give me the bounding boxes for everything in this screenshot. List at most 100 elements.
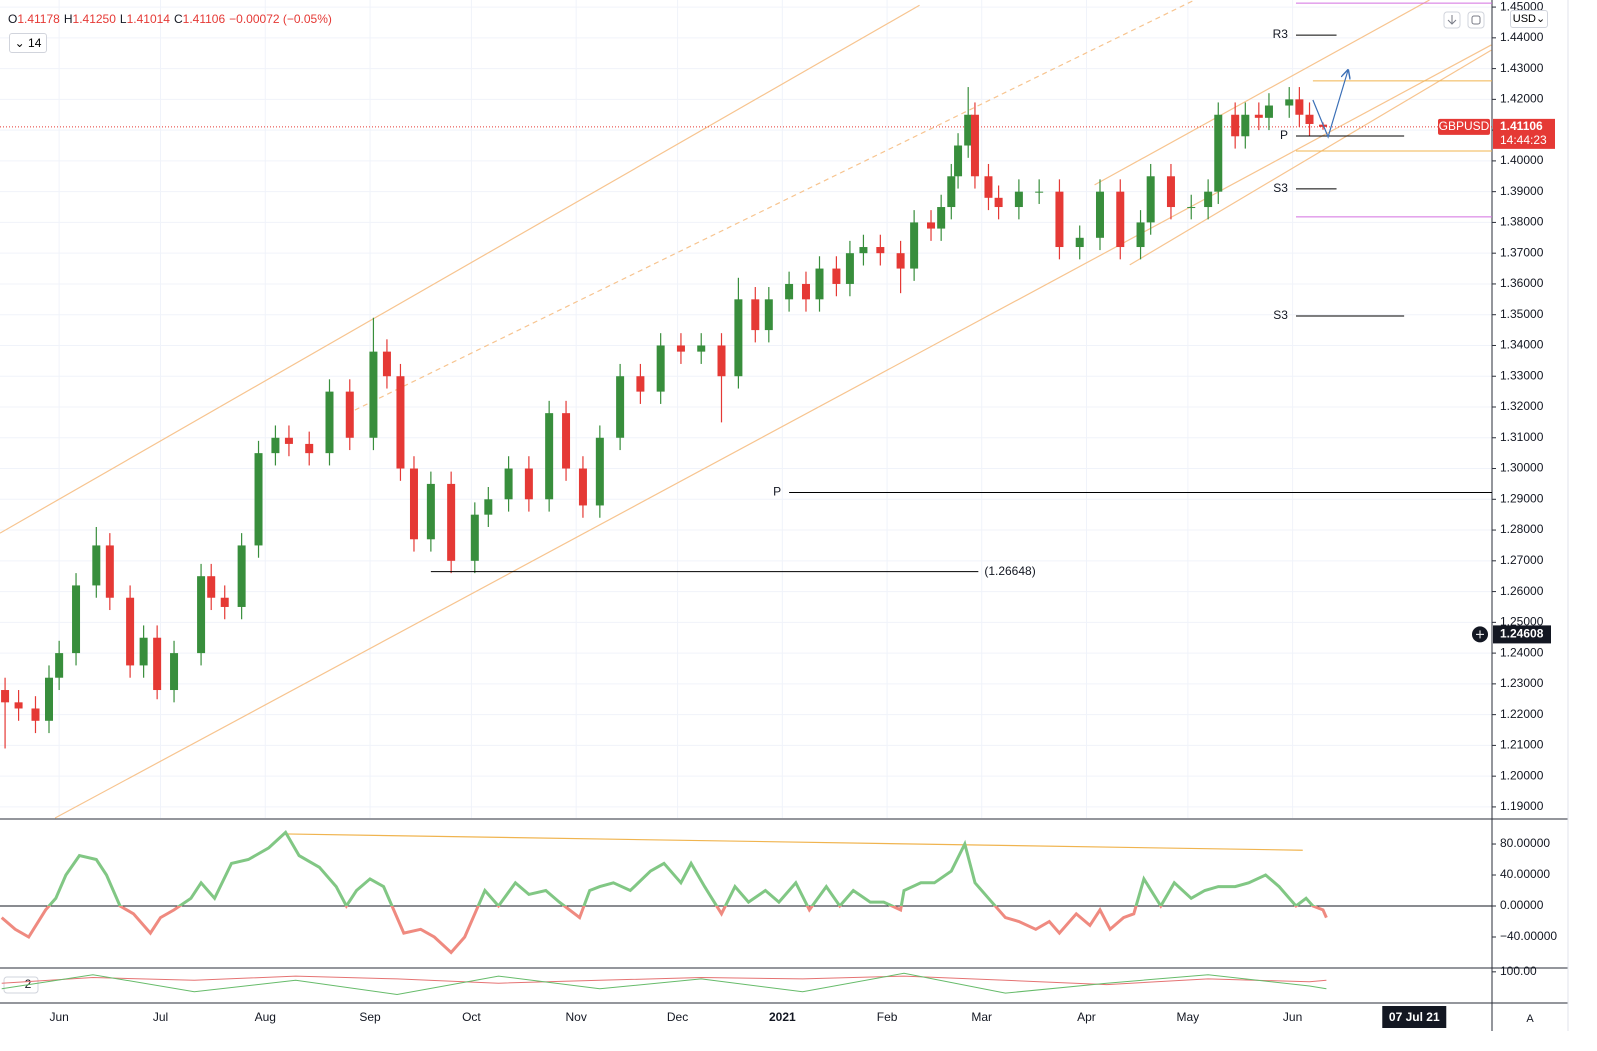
candle-body [1241,114,1250,137]
fullscreen-button[interactable] [1467,11,1485,29]
y-tick-label: 1.32000 [1500,399,1544,413]
x-tick-label: Jun [49,1010,68,1024]
candle-body [1116,191,1125,248]
candle-body [382,351,391,377]
y-tick-label: 100.00 [1500,964,1537,978]
price-tag [1493,118,1555,149]
candle-body [801,283,810,300]
crosshair-label: 1.24608 [1500,627,1544,641]
candle-body [254,453,263,546]
candle-body [616,376,625,438]
candle-body [984,176,993,198]
candle-body [832,268,841,284]
trend-line [54,44,1492,819]
candle-body [937,207,946,229]
ohlc-value: 1.41106 [182,12,226,26]
ohlc-key: L [119,12,127,26]
candle-body [305,443,314,454]
candle-body [859,247,868,254]
y-tick-label: 1.43000 [1500,61,1544,75]
auto-scale: A [1526,1013,1534,1025]
candle-body [126,597,135,666]
candle-body [1305,114,1314,124]
y-tick-label: −40.00000 [1500,929,1557,943]
level-label: S3 [1273,181,1288,195]
y-tick-label: 1.40000 [1500,153,1544,167]
candle-body [1,690,10,703]
y-tick-label: 80.00000 [1500,836,1550,850]
y-tick-label: 0.00000 [1500,898,1544,912]
candle-body [220,597,229,607]
indicator-line [0,830,1328,955]
ohlc-key: C [173,12,183,26]
fullscreen-icon [1471,15,1481,25]
candle-body [197,576,206,654]
candle-body [284,437,293,444]
candle-body [1136,222,1145,248]
candle-body [578,468,587,506]
y-tick-label: 1.45000 [1500,0,1544,13]
candle-body [785,283,794,300]
candle-body [72,585,81,654]
candle-body [14,702,23,709]
ohlc-value: 1.41250 [72,12,116,26]
y-tick-label: 1.36000 [1500,276,1544,290]
candle-body [994,197,1003,208]
y-tick-label: 1.28000 [1500,522,1544,536]
last-price-label: 1.41106 [1500,119,1543,133]
candle-body [676,345,685,352]
level-label: P [1280,128,1288,142]
x-tick-label: Jun [1283,1010,1302,1024]
y-tick-label: 1.29000 [1500,491,1544,505]
y-tick-label: 1.23000 [1500,676,1544,690]
y-tick-label: 1.37000 [1500,245,1544,259]
currency-button[interactable]: USD⌄ [1510,10,1548,28]
y-tick-label: 1.39000 [1500,184,1544,198]
candle-body [504,468,513,500]
y-tick-label: 1.27000 [1500,553,1544,567]
candle-body [1214,114,1223,192]
candle-body [396,376,405,469]
y-tick-label: 1.34000 [1500,338,1544,352]
candle-body [207,576,216,598]
candle-body [545,413,554,500]
candle-body [1204,191,1213,208]
candle-body [524,468,533,500]
ohlc-value: 1.41014 [126,12,170,26]
candle-body [369,351,378,438]
candle-body [45,677,54,721]
indicator-line [1,975,1327,986]
auto-scale-button[interactable]: A [1521,1011,1539,1027]
x-tick-label: Sep [359,1010,381,1024]
x-tick-label: Jul [153,1010,168,1024]
candle-body [1231,114,1240,137]
interval-button[interactable]: ⌄ 14 [9,33,47,53]
candle-body [1166,176,1175,208]
candle-body [734,299,743,377]
indicator-count: 2 [25,977,32,991]
y-tick-label: 1.24000 [1500,645,1544,659]
ohlc-key: H [63,12,73,26]
candle-body [947,176,956,208]
y-tick-label: 1.22000 [1500,707,1544,721]
candle-body [562,413,571,469]
level-label: P [773,485,781,499]
crosshair-tag [1493,625,1551,644]
candle-body [751,299,760,331]
candle-body [927,222,936,229]
x-tick-label: Feb [877,1010,898,1024]
y-tick-label: 40.00000 [1500,867,1550,881]
projection-arrow [1312,70,1348,139]
indicator-toggle[interactable] [3,976,39,994]
y-tick-label: 1.38000 [1500,215,1544,229]
candle-body [1075,237,1084,248]
candle-body [345,391,354,438]
candle-body [170,653,179,691]
candle-body [139,637,148,666]
candle-body [1146,176,1155,223]
level-label: S3 [1273,308,1288,322]
candle-body [409,468,418,540]
candle-body [636,376,645,392]
